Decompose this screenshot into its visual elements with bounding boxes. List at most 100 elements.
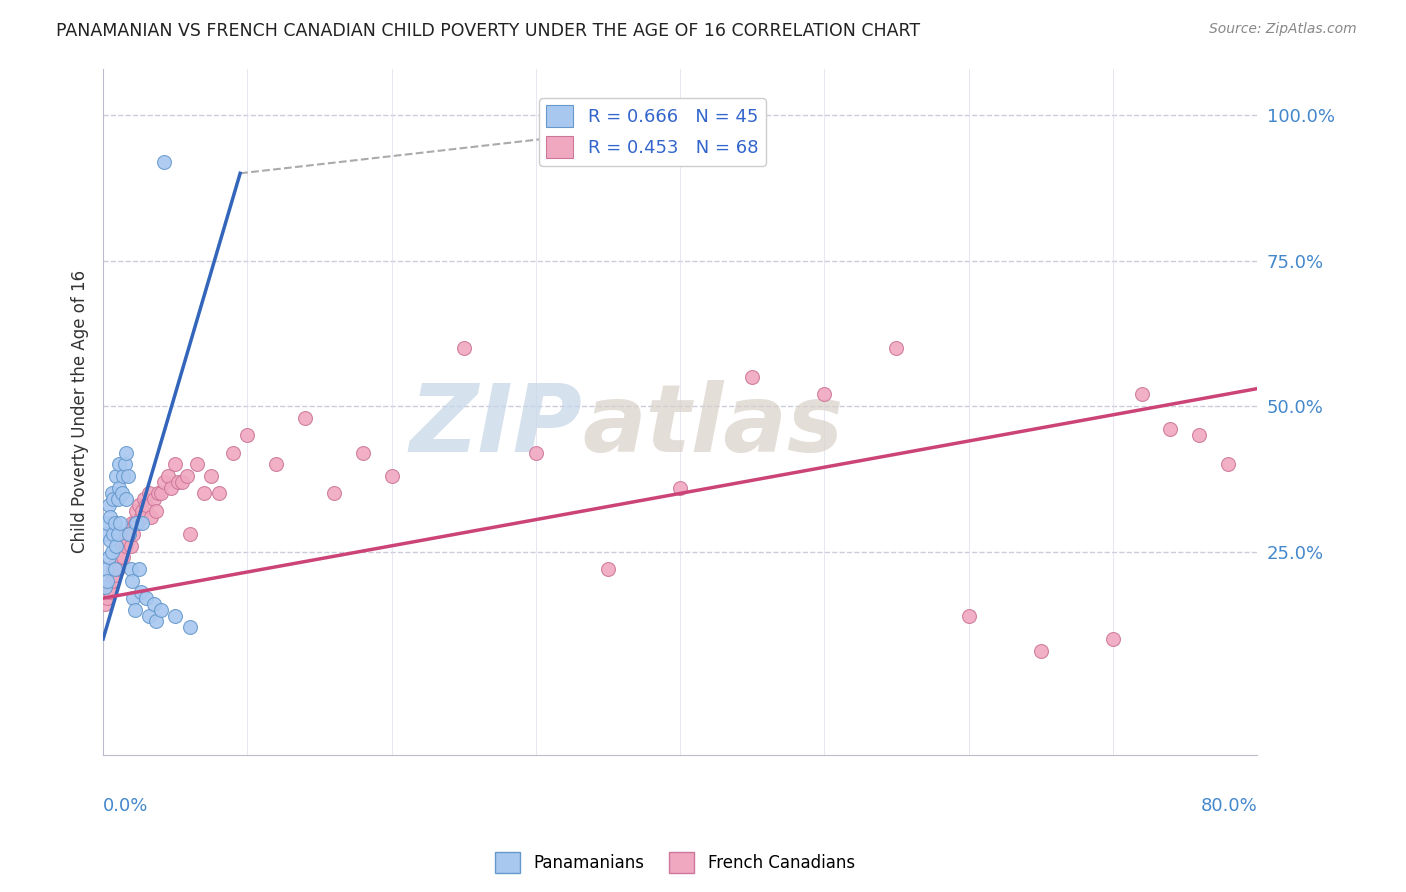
Point (453, 341, 475, 355)
Point (149, 603, 172, 617)
Point (138, 486, 160, 500)
Point (98, 509, 121, 524)
Point (115, 539, 138, 553)
Point (294, 410, 316, 425)
Point (115, 492, 138, 507)
Point (165, 608, 187, 623)
Point (129, 585, 152, 599)
Point (94, 562, 117, 576)
Point (97, 580, 120, 594)
Point (176, 469, 198, 483)
Text: 0.0%: 0.0% (103, 797, 149, 814)
Point (524, 445, 547, 459)
Point (957, 608, 980, 623)
Point (127, 516, 149, 530)
Point (669, 481, 692, 495)
Text: PANAMANIAN VS FRENCH CANADIAN CHILD POVERTY UNDER THE AGE OF 16 CORRELATION CHAR: PANAMANIAN VS FRENCH CANADIAN CHILD POVE… (56, 22, 921, 40)
Point (104, 516, 127, 530)
Point (94, 585, 117, 599)
Point (200, 469, 222, 483)
Point (122, 591, 145, 606)
Point (107, 492, 129, 507)
Point (179, 620, 201, 634)
Text: ZIP: ZIP (409, 380, 582, 472)
Point (813, 387, 835, 401)
Point (352, 445, 374, 459)
Point (108, 544, 131, 558)
Point (138, 608, 160, 623)
Point (142, 597, 165, 611)
Point (222, 445, 245, 459)
Point (157, 469, 180, 483)
Point (105, 539, 128, 553)
Point (117, 469, 139, 483)
Point (596, 562, 619, 576)
Point (142, 492, 165, 507)
Point (129, 509, 152, 524)
Point (98, 533, 121, 547)
Point (1029, 643, 1052, 657)
Point (107, 562, 129, 576)
Point (160, 481, 183, 495)
Point (741, 370, 763, 384)
Point (107, 527, 129, 541)
Point (96, 574, 118, 588)
Point (125, 504, 148, 518)
Point (236, 428, 259, 442)
Point (152, 475, 174, 489)
Point (93, 597, 115, 611)
Point (322, 486, 344, 500)
Point (110, 516, 132, 530)
Text: 80.0%: 80.0% (1201, 797, 1257, 814)
Point (110, 550, 132, 565)
Point (121, 516, 143, 530)
Point (1188, 428, 1211, 442)
Point (114, 527, 136, 541)
Point (97, 498, 120, 512)
Point (101, 486, 124, 500)
Point (124, 603, 146, 617)
Point (167, 475, 190, 489)
Point (135, 591, 157, 606)
Point (146, 486, 169, 500)
Point (179, 527, 201, 541)
Point (886, 341, 908, 355)
Point (104, 562, 127, 576)
Point (104, 568, 127, 582)
Point (1218, 458, 1240, 472)
Legend: Panamanians, French Canadians: Panamanians, French Canadians (488, 846, 862, 880)
Point (112, 550, 135, 565)
Point (193, 486, 215, 500)
Point (117, 533, 139, 547)
Point (121, 574, 143, 588)
Point (97, 550, 120, 565)
Point (172, 475, 194, 489)
Point (186, 458, 208, 472)
Point (94, 527, 117, 541)
Point (381, 469, 404, 483)
Point (264, 458, 287, 472)
Point (101, 574, 124, 588)
Point (145, 504, 167, 518)
Point (1130, 387, 1153, 401)
Point (108, 481, 131, 495)
Point (124, 516, 146, 530)
Point (103, 527, 125, 541)
Point (145, 615, 167, 629)
Point (1159, 422, 1181, 436)
Point (93, 580, 115, 594)
Point (115, 445, 138, 459)
Point (149, 486, 172, 500)
Point (131, 516, 153, 530)
Point (108, 458, 131, 472)
Point (120, 562, 142, 576)
Legend: R = 0.666   N = 45, R = 0.453   N = 68: R = 0.666 N = 45, R = 0.453 N = 68 (538, 98, 766, 166)
Point (105, 469, 128, 483)
Point (111, 539, 134, 553)
Point (103, 492, 125, 507)
Point (165, 458, 187, 472)
Point (139, 509, 162, 524)
Point (98, 585, 121, 599)
Point (131, 504, 153, 518)
Point (112, 469, 135, 483)
